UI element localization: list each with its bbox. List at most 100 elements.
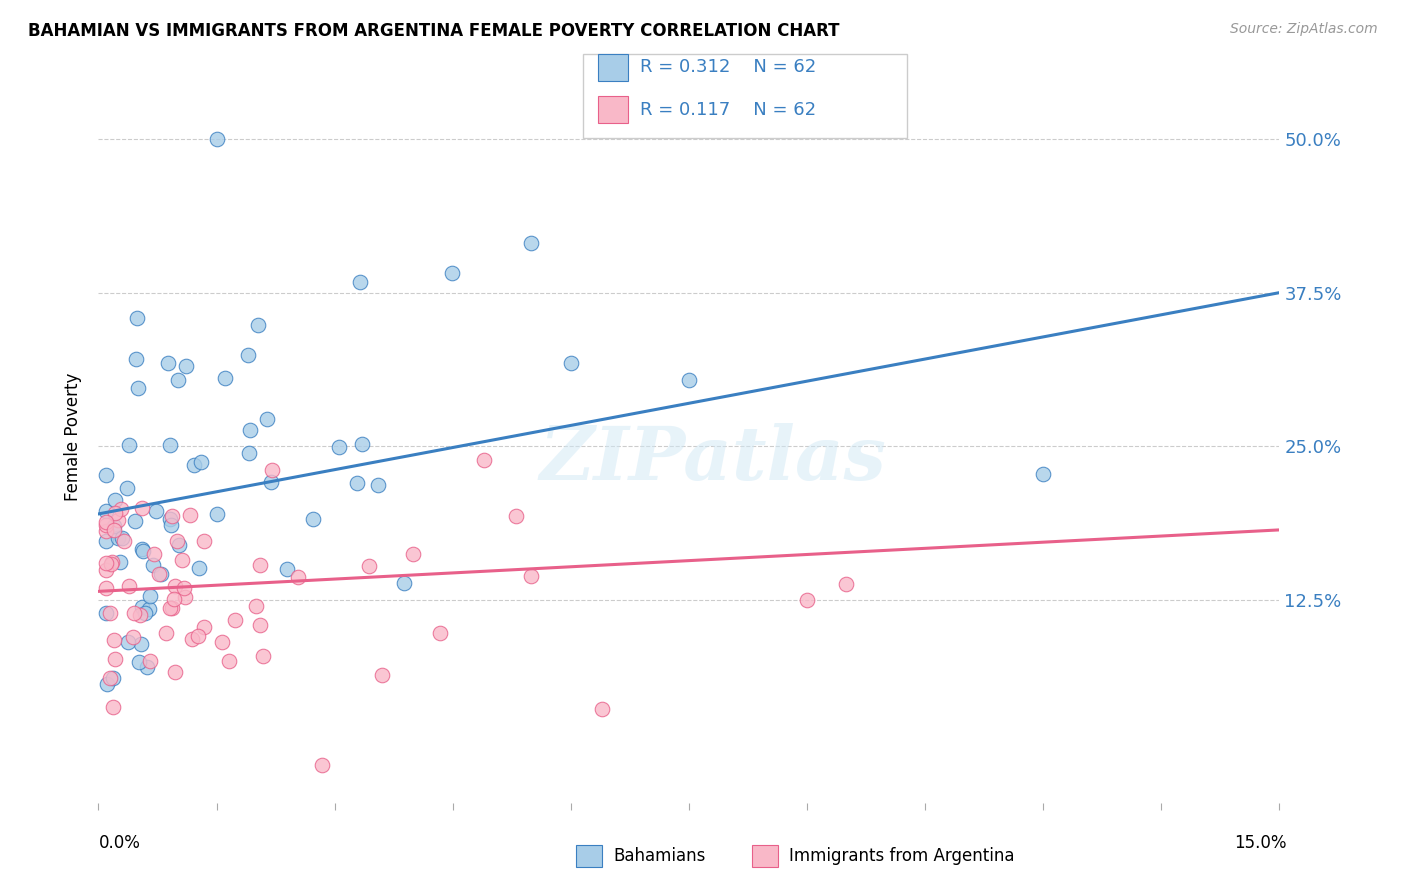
Point: [302, 512, 325, 526]
Point: [103, 632, 125, 647]
Point: [520, 236, 543, 251]
Point: [96, 504, 118, 518]
Point: [142, 548, 165, 562]
Point: [100, 558, 122, 572]
Point: [238, 446, 260, 460]
Point: [367, 477, 389, 491]
Point: [139, 654, 162, 668]
Point: [100, 555, 122, 569]
Point: [159, 601, 181, 615]
Point: [173, 581, 195, 595]
Point: [163, 579, 186, 593]
Point: [96, 534, 118, 549]
Point: [276, 562, 298, 576]
Point: [349, 276, 371, 290]
Point: [115, 481, 138, 495]
Point: [101, 671, 124, 685]
Point: [104, 492, 127, 507]
Point: [98, 606, 121, 620]
Point: [145, 504, 167, 518]
Point: [138, 602, 160, 616]
Point: [101, 699, 124, 714]
Point: [249, 558, 271, 573]
Point: [159, 438, 181, 452]
Point: [173, 590, 195, 604]
Point: [260, 475, 283, 489]
Point: [180, 632, 202, 646]
Point: [187, 629, 209, 643]
Point: [96, 676, 118, 690]
Text: R = 0.117    N = 62: R = 0.117 N = 62: [640, 101, 815, 119]
Point: [346, 476, 368, 491]
Point: [160, 518, 183, 533]
Point: [678, 373, 700, 387]
Point: [193, 620, 215, 634]
Point: [172, 553, 194, 567]
Point: [190, 455, 212, 469]
Point: [256, 412, 278, 426]
Point: [429, 625, 451, 640]
Point: [108, 555, 131, 569]
Point: [440, 266, 463, 280]
Point: [124, 515, 146, 529]
Point: [249, 618, 271, 632]
Point: [187, 561, 209, 575]
Point: [1032, 467, 1054, 481]
Point: [103, 523, 125, 537]
Point: [98, 671, 121, 685]
Point: [150, 567, 173, 582]
Point: [127, 380, 149, 394]
Point: [183, 458, 205, 472]
Point: [224, 613, 246, 627]
Point: [159, 512, 181, 526]
Point: [114, 533, 136, 548]
Point: [134, 606, 156, 620]
Point: [117, 438, 139, 452]
Text: Immigrants from Argentina: Immigrants from Argentina: [789, 847, 1014, 865]
Point: [163, 665, 186, 679]
Point: [520, 569, 543, 583]
Point: [148, 567, 170, 582]
Point: [96, 515, 118, 529]
Point: [505, 509, 527, 524]
Point: [104, 506, 127, 520]
Point: [96, 517, 118, 532]
Text: 15.0%: 15.0%: [1234, 834, 1286, 852]
Point: [160, 601, 183, 615]
Text: ZIPatlas: ZIPatlas: [538, 423, 886, 495]
Point: [211, 634, 233, 648]
Point: [169, 538, 191, 552]
Point: [155, 625, 177, 640]
Point: [311, 758, 333, 772]
Point: [121, 630, 143, 644]
Point: [214, 371, 236, 385]
Point: [96, 467, 118, 482]
Point: [402, 547, 425, 561]
Point: [328, 440, 350, 454]
Point: [835, 577, 858, 591]
Text: Bahamians: Bahamians: [613, 847, 706, 865]
Point: [796, 593, 818, 607]
Point: [136, 660, 159, 674]
Point: [132, 543, 155, 558]
Point: [252, 648, 274, 663]
Point: [96, 524, 118, 538]
Point: [96, 564, 118, 578]
Point: [247, 318, 270, 332]
Text: 0.0%: 0.0%: [98, 834, 141, 852]
Point: [371, 668, 394, 682]
Point: [129, 637, 152, 651]
Point: [359, 559, 381, 574]
Point: [260, 463, 283, 477]
Point: [107, 513, 129, 527]
Point: [245, 599, 267, 614]
Point: [163, 591, 186, 606]
Point: [139, 590, 162, 604]
Point: [96, 581, 118, 595]
Point: [125, 352, 148, 367]
Point: [193, 534, 215, 549]
Point: [110, 502, 132, 516]
Point: [96, 606, 118, 620]
Point: [131, 501, 153, 516]
Point: [107, 532, 129, 546]
